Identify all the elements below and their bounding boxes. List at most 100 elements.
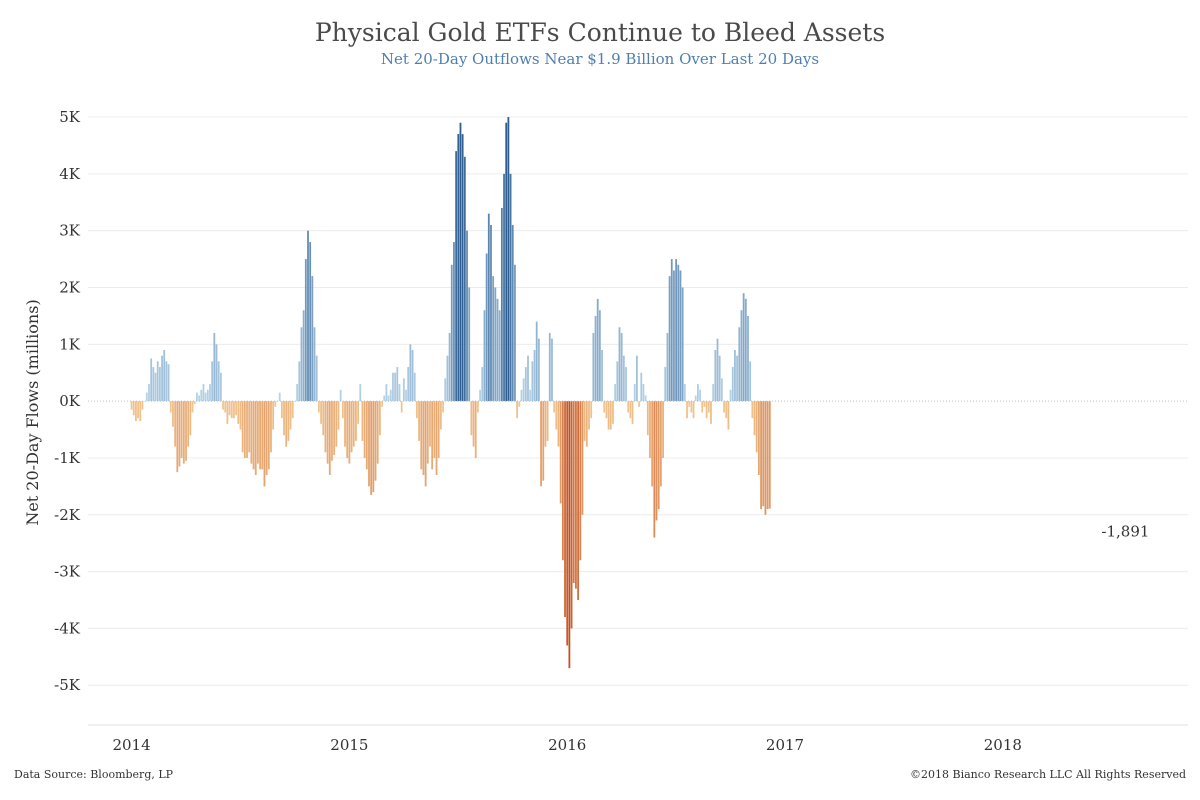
bar <box>755 401 758 453</box>
bar <box>278 392 281 402</box>
y-tick-label: 0K <box>59 392 81 410</box>
bar <box>348 401 351 464</box>
bar <box>505 122 508 402</box>
bar <box>740 310 743 402</box>
bar <box>141 401 144 410</box>
bar <box>540 401 542 487</box>
bar <box>237 401 240 424</box>
bar <box>568 401 571 669</box>
bar <box>300 327 303 402</box>
bar <box>518 401 521 407</box>
bar <box>662 401 664 458</box>
bar <box>494 287 497 402</box>
bar <box>206 389 209 402</box>
bar <box>701 401 704 413</box>
bar <box>638 401 640 407</box>
bars <box>130 117 771 669</box>
bar <box>681 287 684 402</box>
y-tick-label: -4K <box>54 619 81 637</box>
bar <box>429 401 431 447</box>
bar <box>738 327 741 402</box>
bar <box>315 355 318 402</box>
bar <box>163 350 166 402</box>
bar <box>747 315 749 402</box>
y-tick-label: -5K <box>54 676 81 694</box>
bar <box>198 395 200 402</box>
bar <box>161 355 163 402</box>
bar <box>239 401 242 430</box>
bar <box>230 401 233 419</box>
bar <box>670 259 673 402</box>
bar <box>544 401 547 447</box>
bar <box>274 401 277 407</box>
bar <box>524 367 527 402</box>
bar <box>267 401 270 470</box>
bar <box>553 401 556 413</box>
bar <box>152 367 155 402</box>
bar <box>383 395 386 402</box>
bar <box>472 401 475 447</box>
bar <box>213 332 216 402</box>
bar <box>603 401 606 413</box>
bar <box>378 401 381 436</box>
bar <box>387 395 390 402</box>
bar <box>226 401 229 424</box>
bar <box>444 378 447 402</box>
bar <box>690 401 693 413</box>
bar <box>640 372 643 402</box>
bar <box>538 338 540 402</box>
bar <box>333 401 336 456</box>
y-axis-label: Net 20-Day Flows (millions) <box>23 299 42 525</box>
bar <box>289 401 292 430</box>
bar <box>130 401 133 410</box>
bar <box>664 367 667 402</box>
bar <box>219 372 222 402</box>
bar <box>688 401 691 407</box>
bar <box>442 401 444 413</box>
bar <box>420 401 423 470</box>
bar <box>365 401 368 470</box>
bar <box>257 401 259 464</box>
bar <box>439 401 442 430</box>
bar <box>642 384 645 402</box>
bar <box>402 378 405 402</box>
bar <box>394 372 397 402</box>
bar <box>474 401 477 458</box>
data-source: Data Source: Bloomberg, LP <box>14 768 174 781</box>
bar <box>649 401 651 458</box>
bar <box>470 401 473 436</box>
bar <box>320 401 322 424</box>
bar <box>246 401 248 458</box>
bar <box>596 298 599 402</box>
bar <box>699 389 701 402</box>
bar <box>731 367 734 402</box>
bar <box>734 350 736 402</box>
bar <box>296 384 299 402</box>
y-tick-label: 4K <box>59 165 81 183</box>
bar <box>627 401 630 413</box>
bar <box>376 401 379 464</box>
bar <box>520 389 523 402</box>
bar <box>555 401 558 430</box>
bar <box>468 287 471 402</box>
bar <box>725 401 728 419</box>
bar <box>522 378 525 402</box>
bar <box>180 401 183 458</box>
bar <box>381 401 383 407</box>
bar <box>457 134 460 402</box>
bar <box>143 401 146 402</box>
bar <box>511 225 514 402</box>
bar <box>422 401 425 475</box>
bar <box>324 401 327 453</box>
bar <box>514 264 516 402</box>
bar <box>309 242 312 402</box>
bar <box>189 401 192 436</box>
bar <box>500 207 503 402</box>
bar <box>572 401 575 583</box>
bar <box>158 367 161 402</box>
bar <box>355 401 357 441</box>
bar <box>196 392 198 402</box>
last-value-annotation: -1,891 <box>1101 523 1149 541</box>
bar <box>302 310 305 402</box>
